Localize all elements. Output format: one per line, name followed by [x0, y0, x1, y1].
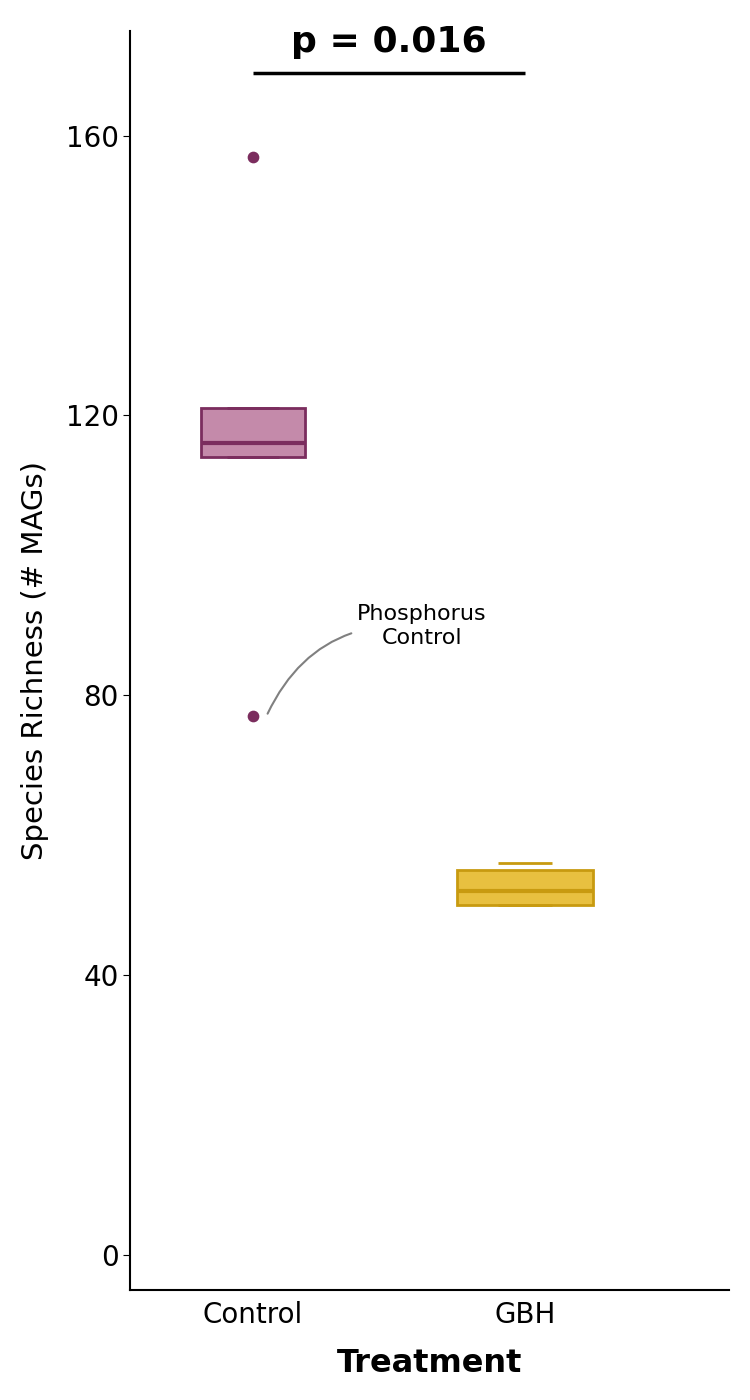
Bar	[201, 409, 304, 458]
Text: p = 0.016: p = 0.016	[291, 25, 487, 59]
X-axis label: Treatment: Treatment	[337, 1348, 523, 1379]
Text: Phosphorus
Control: Phosphorus Control	[268, 605, 487, 714]
Point	[247, 706, 259, 728]
Bar	[457, 869, 593, 904]
Point	[247, 146, 259, 168]
Y-axis label: Species Richness (# MAGs): Species Richness (# MAGs)	[21, 461, 49, 860]
